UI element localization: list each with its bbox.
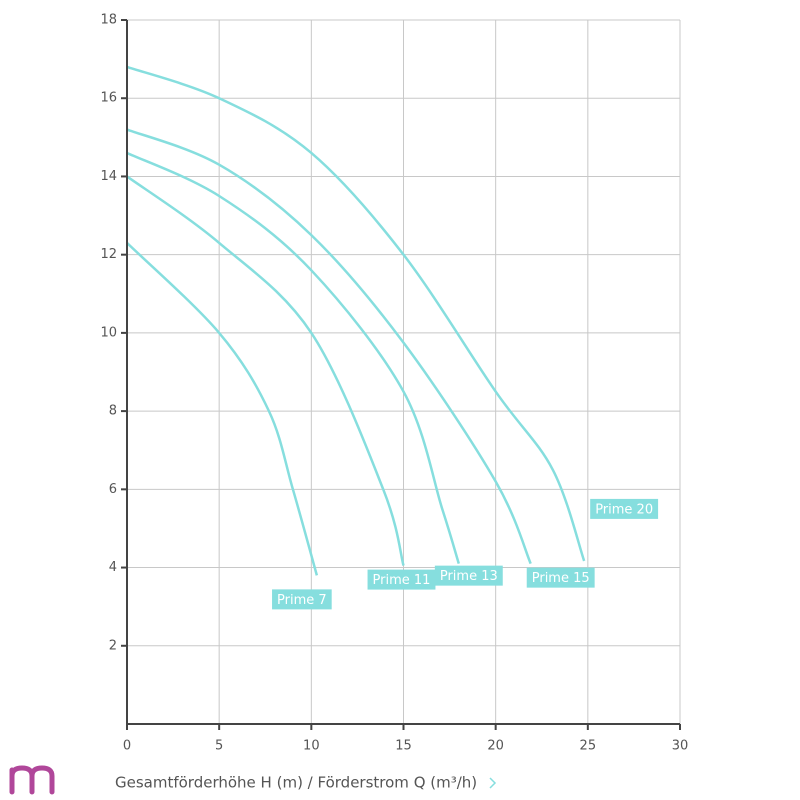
y-tick-label: 14 xyxy=(100,169,117,184)
y-tick-label: 18 xyxy=(100,13,117,28)
x-tick-label: 25 xyxy=(580,739,597,754)
grid-layer xyxy=(126,19,681,724)
label-box xyxy=(434,565,503,586)
series-label: Prime 20 xyxy=(590,498,659,519)
y-tick-label: 16 xyxy=(100,91,117,106)
x-tick-label: 5 xyxy=(215,739,223,754)
legend-label: Prime 13 xyxy=(440,569,498,584)
legend-label: Prime 20 xyxy=(595,502,653,517)
y-tick-label: 2 xyxy=(109,638,117,653)
x-tick-label: 10 xyxy=(303,739,320,754)
logo xyxy=(9,765,55,795)
y-tick-label: 4 xyxy=(109,560,117,575)
curve xyxy=(126,65,586,562)
series-label: Prime 11 xyxy=(367,569,436,590)
y-tick-label: 6 xyxy=(109,482,117,497)
legend-label: Prime 15 xyxy=(532,571,590,586)
x-tick-label: 0 xyxy=(123,739,131,754)
y-tick-label: 12 xyxy=(100,247,117,262)
y-tick-label: 8 xyxy=(109,404,117,419)
curves-layer: Prime 7 Prime 11 Prime 13 Prime 15 Prime 20 xyxy=(126,65,659,610)
legend-label: Prime 11 xyxy=(373,573,431,588)
label-box xyxy=(367,569,436,590)
curve xyxy=(126,151,460,565)
x-tick-label: 15 xyxy=(395,739,412,754)
axes-layer: 2 4 6 8 10 12 14 16 18 0 5 10 15 20 25 30 xyxy=(100,13,688,754)
series-label: Prime 13 xyxy=(434,565,503,586)
y-tick-label: 10 xyxy=(100,325,117,340)
x-axis-title: Gesamtförderhöhe H (m) / Förderstrom Q (… xyxy=(115,774,477,792)
series-label: Prime 7 xyxy=(272,589,332,610)
chevron-icon xyxy=(489,777,497,789)
curve xyxy=(126,242,319,576)
curve xyxy=(126,128,532,565)
label-box xyxy=(272,589,332,610)
x-tick-label: 30 xyxy=(672,739,689,754)
x-tick-label: 20 xyxy=(487,739,504,754)
series-label: Prime 15 xyxy=(526,567,595,588)
label-box xyxy=(526,567,595,588)
curve xyxy=(126,175,405,566)
label-box xyxy=(590,498,659,519)
legend-label: Prime 7 xyxy=(277,593,327,608)
